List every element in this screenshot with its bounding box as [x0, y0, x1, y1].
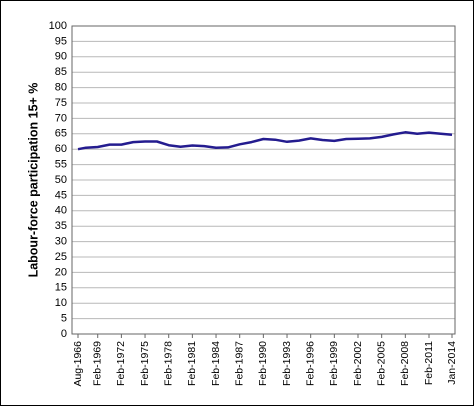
x-tick-label: Feb-1996 — [304, 341, 316, 386]
y-tick-label: 25 — [55, 251, 67, 263]
y-tick-label: 90 — [55, 51, 67, 63]
x-tick-label: Feb-1993 — [281, 341, 293, 386]
y-tick-label: 0 — [61, 328, 67, 340]
x-tick-label: Feb-1984 — [210, 341, 222, 386]
y-tick-label: 30 — [55, 236, 67, 248]
y-tick-label: 55 — [55, 159, 67, 171]
y-tick-label: 95 — [55, 35, 67, 47]
x-tick-label: Feb-1975 — [139, 341, 151, 386]
x-tick-label: Feb-2005 — [375, 341, 387, 386]
x-tick-label: Jan-2014 — [446, 341, 458, 385]
y-tick-label: 85 — [55, 66, 67, 78]
y-axis-title: Labour-force participation 15+ % — [26, 83, 40, 278]
y-tick-label: 10 — [55, 297, 67, 309]
x-tick-label: Feb-2002 — [352, 341, 364, 386]
x-tick-label: Feb-2008 — [399, 341, 411, 386]
x-tick-label: Feb-1981 — [186, 341, 198, 386]
y-tick-label: 35 — [55, 220, 67, 232]
y-tick-label: 70 — [55, 112, 67, 124]
data-line — [77, 131, 453, 151]
y-tick-label: 20 — [55, 266, 67, 278]
y-tick-label: 50 — [55, 174, 67, 186]
y-tick-label: 100 — [49, 20, 67, 32]
x-tick-label: Feb-2011 — [423, 341, 435, 385]
x-tick-label: Feb-1972 — [115, 341, 127, 386]
y-tick-label: 45 — [55, 189, 67, 201]
y-tick-label: 80 — [55, 82, 67, 94]
y-tick-label: 40 — [55, 205, 67, 217]
x-tick-label: Feb-1969 — [92, 341, 104, 386]
x-tick-label: Aug-1966 — [72, 341, 84, 387]
y-tick-label: 5 — [61, 313, 67, 325]
y-tick-label: 60 — [55, 143, 67, 155]
x-tick-label: Feb-1990 — [257, 341, 269, 386]
x-tick-label: Feb-1999 — [328, 341, 340, 386]
x-tick-label: Feb-1987 — [233, 341, 245, 386]
x-tick-label: Feb-1978 — [162, 341, 174, 386]
y-tick-label: 75 — [55, 97, 67, 109]
y-tick-label: 65 — [55, 128, 67, 140]
y-tick-label: 15 — [55, 282, 67, 294]
